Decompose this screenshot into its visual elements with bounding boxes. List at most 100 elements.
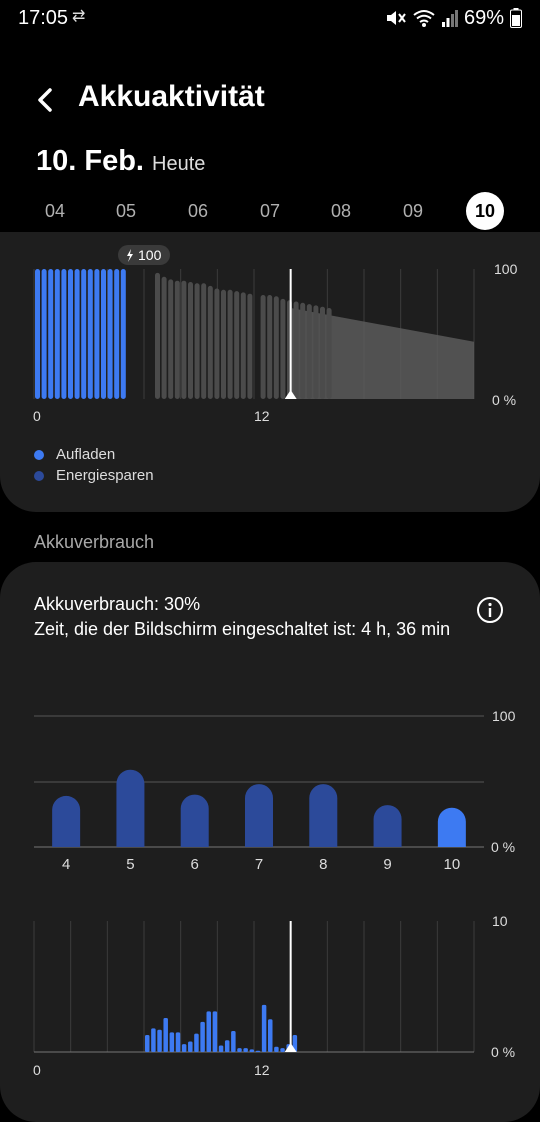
battery-bar-charging [61,269,67,399]
hourly-bar [268,1019,273,1052]
battery-bar-discharge [300,302,306,399]
hourly-bar [157,1029,162,1052]
hourly-bar [163,1017,168,1052]
battery-bar-discharge [194,283,200,399]
battery-bar-charging [48,269,54,399]
date-main: 10. Feb. [36,145,144,177]
legend-dot-power-saving [34,470,44,481]
battery-bar-discharge [320,306,325,399]
info-icon[interactable] [476,596,504,624]
battery-bar-discharge [306,304,312,399]
header: Akkuaktivität [0,70,540,130]
date-heading: 10. Feb. Heute [36,145,205,178]
battery-bar-discharge [273,296,279,399]
day-item-09[interactable]: 09 [402,201,424,221]
battery-bar-discharge [293,301,299,399]
hourly-bar [181,1044,187,1052]
hourly-current-time-triangle [284,1043,297,1052]
hourly-bar [194,1033,199,1052]
data-transfer-icon: ⇄ [72,8,86,25]
battery-bar-charging [120,269,126,399]
battery-bar-charging [41,269,47,399]
current-time-triangle [284,390,297,399]
battery-bar-discharge [201,283,207,399]
hourly-bar [231,1031,236,1052]
hourly-bar [249,1049,255,1052]
battery-bar-discharge [267,295,273,399]
hourly-bar [218,1045,224,1052]
day-item-08[interactable]: 08 [330,201,352,221]
battery-bar-charging [101,269,106,399]
hourly-bar [224,1040,230,1052]
status-icons: 69% [384,5,522,31]
usage-consumption: Akkuverbrauch: 30% [34,594,201,614]
hourly-bar [200,1021,205,1052]
daily-bar-8 [309,784,338,847]
battery-percent: 69% [463,6,504,29]
hourly-bar [212,1011,218,1052]
day-item-10[interactable]: 10 [466,192,504,230]
page-title: Akkuaktivität [78,80,265,113]
hourly-bar [280,1048,285,1052]
date-sub: Heute [152,153,206,175]
battery-bar-charging [107,269,113,399]
daily-x-label-4: 4 [62,856,70,873]
lightning-icon [127,249,133,262]
battery-icon [510,8,522,28]
battery-bar-discharge [240,292,246,399]
y-axis-bottom-label: 0 % [492,392,516,408]
hourly-bar [274,1046,279,1052]
battery-bar-charging [94,269,100,399]
hourly-bar [169,1032,175,1052]
battery-bar-discharge [221,289,226,399]
legend-label-charging: Aufladen [56,446,116,463]
daily-bar-5 [116,769,145,847]
charge-badge: 100 [118,245,170,265]
legend-item-charging: Aufladen [34,444,154,465]
legend-item-power-saving: Energiesparen [34,465,154,486]
battery-bar-charging [54,269,60,399]
usage-screen-time: Zeit, die der Bildschirm eingeschaltet i… [34,619,451,639]
prediction-area [290,308,474,399]
battery-bar-charging [87,269,93,399]
daily-x-label-6: 6 [191,856,199,873]
hourly-bar [206,1011,211,1052]
battery-bar-discharge [168,279,174,399]
hourly-bar [243,1048,248,1052]
hourly-bar [145,1034,150,1052]
battery-bar-discharge [280,298,286,399]
back-button[interactable] [28,80,68,120]
day-selector: 04 05 06 07 08 09 10 [0,192,540,232]
battery-bar-charging [35,269,40,399]
battery-bar-discharge [207,285,213,399]
battery-bar-discharge [181,280,187,399]
hourly-usage-chart: 10 0 % 0 12 [33,913,515,1078]
status-bar: 17:05 ⇄ 69% [0,0,540,36]
battery-bar-charging [81,269,87,399]
hourly-y-bottom-label: 0 % [491,1044,515,1060]
legend-label-power-saving: Energiesparen [56,467,154,484]
battery-bar-discharge [247,293,253,399]
battery-bar-discharge [174,280,180,399]
daily-bar-7 [245,784,273,847]
battery-bar-charging [74,269,80,399]
daily-y-bottom-label: 0 % [491,839,515,855]
mute-icon [386,11,406,25]
battery-bar-discharge [161,276,167,399]
day-item-04[interactable]: 04 [44,201,66,221]
day-item-07[interactable]: 07 [259,201,281,221]
daily-y-top-label: 100 [492,708,516,724]
charge-badge-value: 100 [138,247,162,263]
day-item-06[interactable]: 06 [187,201,209,221]
battery-bar-discharge [188,282,193,399]
hourly-bar [175,1032,181,1052]
day-item-05[interactable]: 05 [115,201,137,221]
hourly-bar [151,1028,156,1052]
daily-x-label-10: 10 [444,856,461,873]
status-time: 17:05 [18,7,69,29]
hourly-bar [188,1041,193,1052]
hourly-bar [237,1048,242,1052]
battery-bar-discharge [260,295,266,399]
hourly-x-label-0: 0 [33,1062,41,1078]
daily-x-label-5: 5 [126,856,134,873]
